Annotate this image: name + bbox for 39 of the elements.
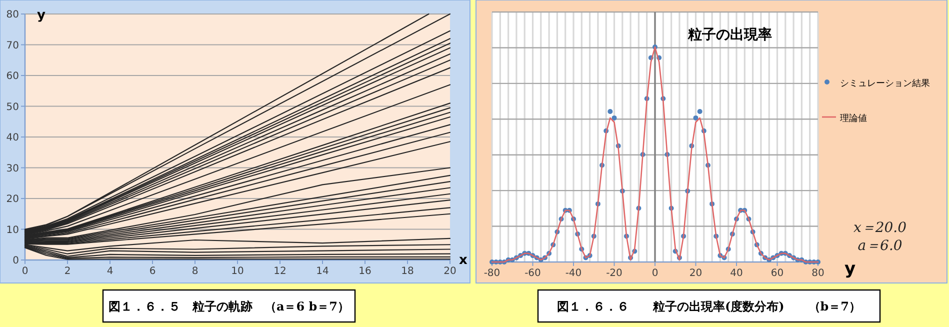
y-tick-label: 40 bbox=[6, 132, 19, 144]
x-tick-label: 40 bbox=[730, 268, 743, 279]
legend-label: シミュレーション結果 bbox=[840, 78, 930, 89]
x-tick-label: 18 bbox=[401, 266, 414, 277]
y-tick-label: 30 bbox=[6, 163, 19, 174]
chart-title: 粒子の出現率 bbox=[687, 26, 772, 43]
y-axis-title: y bbox=[37, 8, 46, 23]
x-tick-label: 4 bbox=[106, 266, 114, 277]
x-tick-label: 10 bbox=[231, 266, 244, 277]
x-tick-label: 20 bbox=[689, 268, 702, 279]
x-tick-label: 8 bbox=[192, 266, 198, 277]
x-tick-label: -20 bbox=[606, 268, 622, 279]
text: x＝20.0 bbox=[853, 220, 907, 236]
y-tick-label: 70 bbox=[6, 40, 19, 52]
x-tick-label: 2 bbox=[64, 266, 71, 277]
caption: 図１．６．６ 粒子の出現率(度数分布) （b＝7） bbox=[556, 300, 862, 314]
x-tick-label: 12 bbox=[274, 266, 286, 277]
x-tick-label: 80 bbox=[812, 268, 824, 279]
x-tick-label: 20 bbox=[444, 266, 456, 277]
x-tick-label: 60 bbox=[770, 268, 784, 279]
y-tick-label: 0 bbox=[12, 256, 19, 266]
x-axis-title: x bbox=[459, 253, 468, 268]
x-tick-label: 6 bbox=[149, 266, 156, 277]
x-tick-label: 14 bbox=[316, 266, 329, 277]
x-tick-label: 0 bbox=[652, 268, 658, 279]
x-tick-label: -40 bbox=[565, 268, 582, 279]
legend-label: 理論値 bbox=[840, 113, 867, 124]
y-tick-label: 60 bbox=[6, 71, 19, 82]
y-tick-label: 80 bbox=[6, 10, 19, 20]
x-tick-label: -60 bbox=[524, 268, 541, 279]
x-tick-label: -80 bbox=[484, 268, 500, 279]
text: a＝6.0 bbox=[858, 238, 902, 254]
x-tick-label: 0 bbox=[22, 266, 28, 277]
y-tick-label: 10 bbox=[6, 224, 19, 236]
x-tick-label: 16 bbox=[358, 266, 372, 277]
x-axis-title: y bbox=[844, 259, 856, 279]
y-tick-label: 20 bbox=[6, 194, 19, 205]
y-tick-label: 50 bbox=[6, 102, 19, 113]
caption: 図１．６．５ 粒子の軌跡 （a＝6 b＝7） bbox=[108, 300, 350, 314]
